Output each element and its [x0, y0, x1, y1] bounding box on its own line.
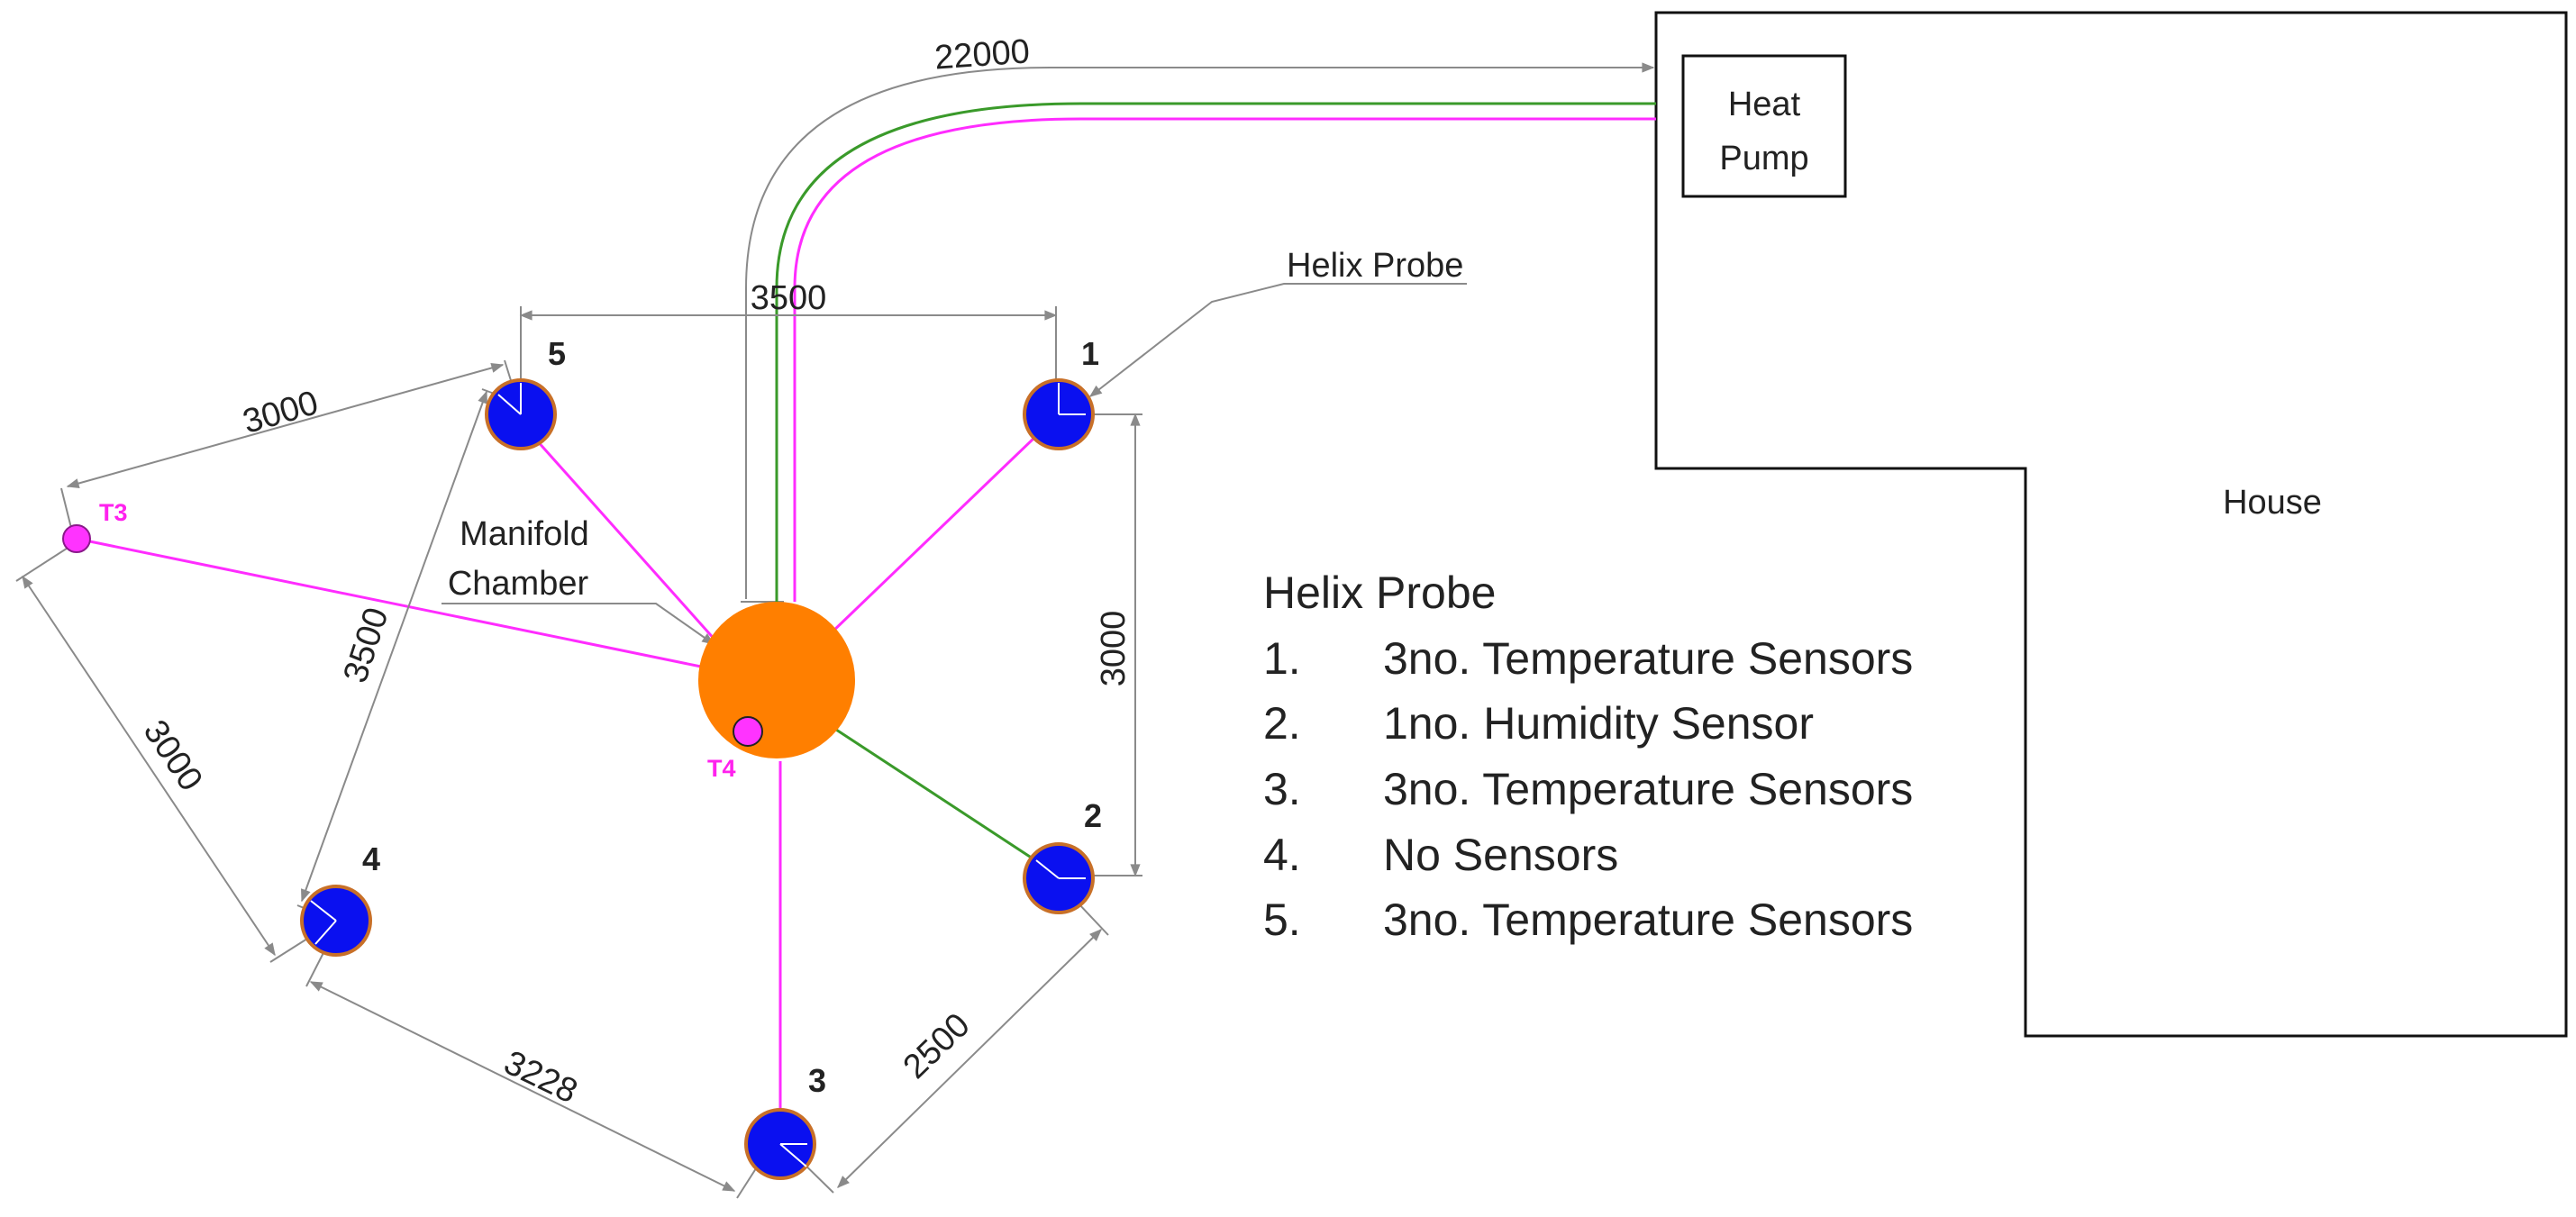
dimension-t3-p5-label: 3000 [239, 384, 323, 441]
magenta-pipe-to-heat-pump [793, 117, 1656, 602]
manifold-label-line2: Chamber [448, 565, 589, 603]
legend-item-3-text: 3no. Temperature Sensors [1383, 764, 1913, 814]
legend-item-1-text: 3no. Temperature Sensors [1383, 633, 1913, 684]
probe-1 [1023, 378, 1095, 450]
legend-item-5-text: 3no. Temperature Sensors [1383, 895, 1913, 945]
dimension-t3-p4-line [22, 575, 276, 957]
dimension-p3-p4-line [309, 981, 736, 1192]
legend-item-2-number: 2. [1263, 698, 1301, 749]
sensor-t3 [62, 524, 91, 553]
legend-item-3-number: 3. [1263, 764, 1301, 814]
legend-item-1-number: 1. [1263, 633, 1301, 684]
pipe-manifold-to-probe-1 [827, 413, 1060, 637]
dimension-p2-p3-label: 2500 [897, 1006, 978, 1086]
manifold-chamber [698, 602, 855, 758]
dimension-p2-p3-line [836, 929, 1103, 1188]
helix-probe-callout-leader [1088, 283, 1467, 397]
manifold-label-leader [441, 603, 715, 645]
probe-3 [744, 1108, 816, 1180]
probe-1-number: 1 [1081, 335, 1099, 372]
dimension-p3-p4-label: 3228 [498, 1044, 583, 1112]
pipe-run-dimension-line [745, 62, 1655, 599]
probe-4-number: 4 [362, 840, 380, 877]
probe-5 [485, 378, 557, 450]
sensor-t4-label: T4 [707, 755, 736, 782]
manifold-label-line1: Manifold [460, 515, 589, 553]
pipe-manifold-to-probe-2 [833, 726, 1060, 877]
legend-item-5-number: 5. [1263, 895, 1301, 945]
probe-3-number: 3 [808, 1062, 826, 1099]
pipe-manifold-to-probe-5 [534, 439, 718, 642]
probe-5-number: 5 [548, 335, 566, 372]
dimension-t3-p4-label: 3000 [136, 713, 210, 798]
legend-item-2-text: 1no. Humidity Sensor [1383, 698, 1814, 749]
dimension-t3-p5-line [66, 362, 505, 489]
dimension-p4-p5-line [301, 390, 487, 903]
sensor-t3-label: T3 [99, 499, 128, 526]
heat-pump-box [1681, 54, 1847, 198]
green-pipe-to-heat-pump [775, 102, 1656, 602]
pipe-run-dimension-label: 22000 [933, 32, 1031, 77]
helix-probe-callout-label: Helix Probe [1287, 247, 1463, 285]
dimension-t3-p4-ext-a [15, 544, 73, 582]
dimension-p1-p2-label: 3000 [1095, 611, 1133, 687]
probe-4 [300, 885, 372, 957]
probe-2-number: 2 [1084, 797, 1102, 834]
legend-title: Helix Probe [1263, 568, 1496, 618]
legend-item-4-number: 4. [1263, 830, 1301, 880]
dimension-p4-p5-label: 3500 [337, 604, 396, 687]
dimension-t3-p5-ext-a [60, 487, 73, 532]
dimension-p5-p1-label: 3500 [751, 279, 827, 317]
legend-item-4-text: No Sensors [1383, 830, 1618, 880]
heat-pump-label-line1: Heat [1728, 86, 1801, 123]
heat-pump-label-line2: Pump [1719, 140, 1808, 177]
sensor-t4 [733, 716, 763, 747]
probe-2 [1023, 842, 1095, 914]
house-label: House [2223, 484, 2322, 522]
house-outline [1654, 11, 2568, 1038]
